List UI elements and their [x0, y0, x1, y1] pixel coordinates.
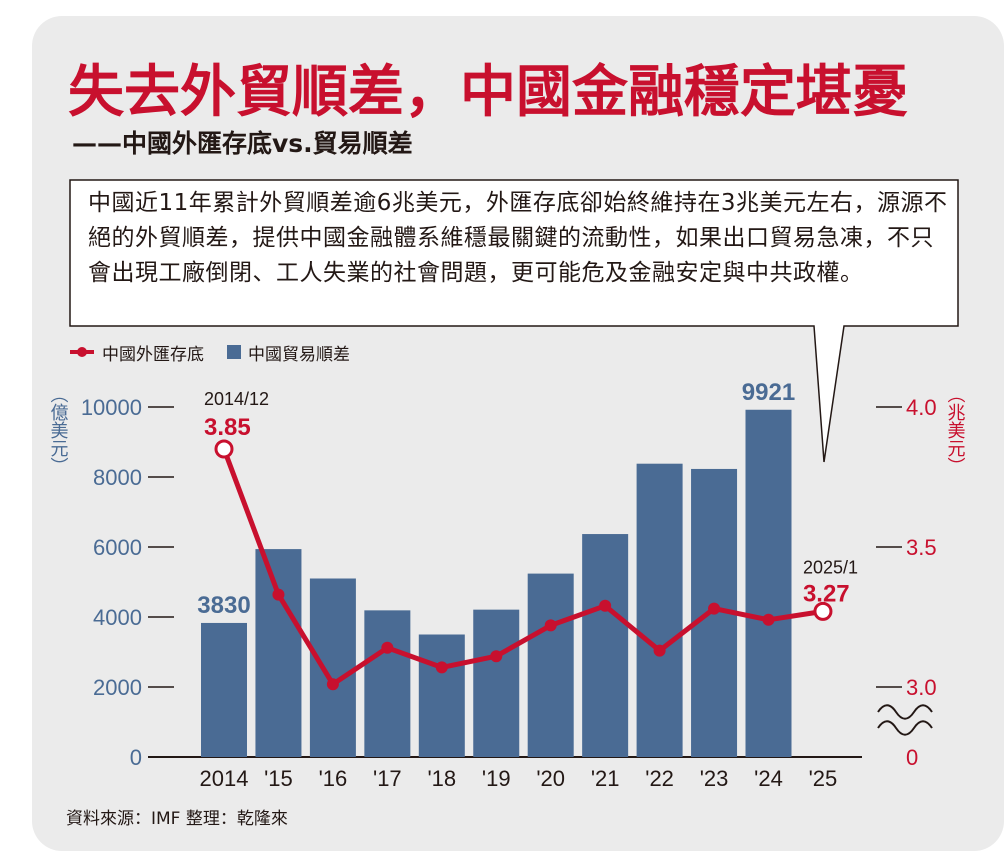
x-tick-label: '18	[427, 766, 456, 791]
x-tick-label: '20	[536, 766, 565, 791]
legend-label-reserves: 中國外匯存底	[102, 344, 204, 365]
right-axis-unit-label: （兆美元）	[945, 385, 966, 475]
line-point-endpoint	[813, 601, 833, 621]
line-point	[326, 678, 339, 691]
callout-text: 中國近11年累計外貿順差逾6兆美元，外匯存底卻始終維持在3兆美元左右，源源不絕的…	[88, 190, 948, 286]
x-tick-label: '23	[700, 766, 729, 791]
line-point	[708, 602, 721, 615]
legend-bar-marker	[227, 345, 241, 359]
x-tick-label: '15	[264, 766, 293, 791]
left-tick-label: 6000	[93, 535, 142, 560]
bar-data-label: 3830	[197, 592, 250, 619]
x-tick-label: 2014	[200, 766, 249, 791]
axis-break-line	[877, 720, 933, 736]
line-point	[599, 599, 612, 612]
bar	[364, 610, 411, 757]
line-point	[490, 650, 503, 663]
bar	[473, 609, 520, 757]
bar	[309, 578, 356, 757]
x-tick-label: '22	[645, 766, 674, 791]
x-tick-label: '25	[809, 766, 838, 791]
bar	[745, 409, 792, 757]
x-tick-label: '19	[482, 766, 511, 791]
left-tick-label: 2000	[93, 675, 142, 700]
left-tick-label: 4000	[93, 605, 142, 630]
reserves-line	[221, 446, 826, 687]
bar-data-label: 9921	[742, 379, 795, 406]
legend-item-reserves: 中國外匯存底	[68, 340, 204, 365]
left-tick-label: 8000	[93, 465, 142, 490]
line-point-endpoint	[214, 439, 234, 459]
bar	[636, 463, 683, 757]
x-tick-label: '16	[319, 766, 348, 791]
right-tick-label: 3.5	[906, 535, 937, 560]
source-note: 資料來源：IMF 整理：乾隆來	[66, 809, 288, 829]
bar	[255, 549, 302, 757]
line-point	[653, 644, 666, 657]
bar	[527, 573, 574, 757]
legend-item-surplus: 中國貿易順差	[226, 340, 350, 365]
left-tick-label: 10000	[81, 395, 142, 420]
right-tick-label: 0	[906, 745, 918, 770]
line-point	[435, 661, 448, 674]
right-tick-label: 4.0	[906, 395, 937, 420]
legend: 中國外匯存底 中國貿易順差	[68, 340, 372, 365]
chart-title: 失去外貿順差，中國金融穩定堪憂	[68, 59, 908, 125]
line-data-label: 3.27	[803, 580, 850, 607]
callout-box	[69, 179, 959, 463]
line-point	[381, 641, 394, 654]
legend-label-surplus: 中國貿易順差	[248, 344, 350, 365]
line-point	[272, 588, 285, 601]
line-point	[762, 613, 775, 626]
chart-subtitle: ——中國外匯存底vs.貿易順差	[72, 129, 413, 158]
right-tick-label: 3.0	[906, 675, 937, 700]
legend-line-marker	[70, 347, 94, 357]
left-axis-unit-label: （億美元）	[48, 385, 69, 475]
line-data-label: 3.85	[204, 414, 251, 441]
bar	[201, 622, 247, 757]
bar	[582, 534, 629, 757]
line-date-label: 2025/1	[803, 557, 858, 577]
x-tick-label: '21	[591, 766, 620, 791]
left-tick-label: 0	[130, 745, 142, 770]
x-tick-label: '24	[754, 766, 783, 791]
line-date-label: 2014/12	[204, 389, 269, 409]
axis-break-line	[877, 704, 933, 720]
line-point	[544, 619, 557, 632]
bar	[418, 634, 465, 757]
x-tick-label: '17	[373, 766, 402, 791]
